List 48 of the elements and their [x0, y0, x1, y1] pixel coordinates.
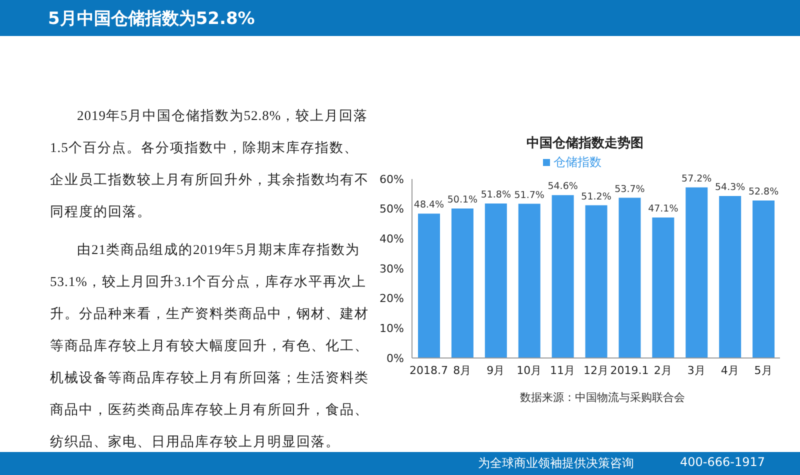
data-label: 54.3% [714, 182, 746, 194]
x-tick-label: 9月 [486, 364, 505, 377]
text: 由21类商品组成的2019年5月期末库存指数为53.1%，较上月回升3.1个百分点，库存水平再次上升。分品种来看，生产资料类商品中，钢材、建材等商品库存较上月有较大幅度回升，有色、化工、机械设备等商品库存较上月有所回落；生活资料类商品中，医药类商品库存较上月有所回升，食品、纺织品、家电、日用品库存较上月明显回落。 [50, 242, 369, 449]
x-tick-label: 2018.7 [409, 364, 448, 377]
y-tick-label: 10% [380, 322, 404, 336]
bar [451, 208, 474, 358]
text: 400-666-1917 [680, 455, 766, 469]
text: 5月中国仓储指数为52.8% [48, 8, 255, 30]
bar [652, 217, 674, 358]
y-tick-label: 40% [380, 232, 404, 246]
bar [618, 198, 641, 358]
bar [719, 196, 742, 358]
source-note: 数据来源：中国物流与采购联合会 [520, 390, 685, 405]
data-label: 51.8% [480, 189, 512, 200]
text: 为全球商业领袖提供决策咨询 [478, 455, 634, 472]
y-tick-label: 30% [380, 262, 404, 276]
x-tick-label: 10月 [516, 364, 542, 377]
data-label: 51.7% [514, 190, 544, 201]
text: 2019年5月中国仓储指数为52.8%，较上月回落1.5个百分点。各分项指数中，除期末库存指数、企业员工指数较上月有所回升外，其余指数均有不同程度的回落。 [50, 108, 369, 219]
data-label: 53.7% [614, 184, 645, 195]
x-tick-label: 4月 [720, 364, 739, 377]
data-label: 47.1% [648, 203, 678, 214]
x-tick-label: 3月 [687, 364, 706, 377]
data-label: 54.6% [548, 181, 578, 192]
data-label: 52.8% [748, 186, 779, 198]
x-tick-label: 2019.1 [610, 364, 649, 377]
bar [686, 187, 708, 358]
y-tick-label: 20% [380, 292, 404, 306]
chart-title: 中国仓储指数走势图 [526, 135, 644, 152]
bar [418, 214, 440, 358]
x-tick-label: 11月 [550, 364, 576, 377]
bar [585, 205, 608, 358]
legend-label: 仓储指数 [554, 155, 602, 169]
bar [552, 195, 574, 358]
data-label: 51.2% [581, 191, 612, 202]
x-tick-label: 12月 [584, 364, 608, 377]
y-tick-label: 0% [386, 352, 404, 365]
x-tick-label: 8月 [453, 364, 472, 377]
x-tick-label: 2月 [654, 364, 672, 377]
x-tick-label: 5月 [754, 364, 772, 377]
data-label: 48.4% [414, 200, 444, 211]
bar [484, 203, 507, 358]
data-label: 50.1% [447, 194, 478, 206]
bar [518, 204, 540, 358]
data-label: 57.2% [682, 173, 712, 184]
y-tick-label: 60% [380, 172, 404, 186]
bar [752, 200, 775, 358]
y-tick-label: 50% [380, 202, 404, 216]
